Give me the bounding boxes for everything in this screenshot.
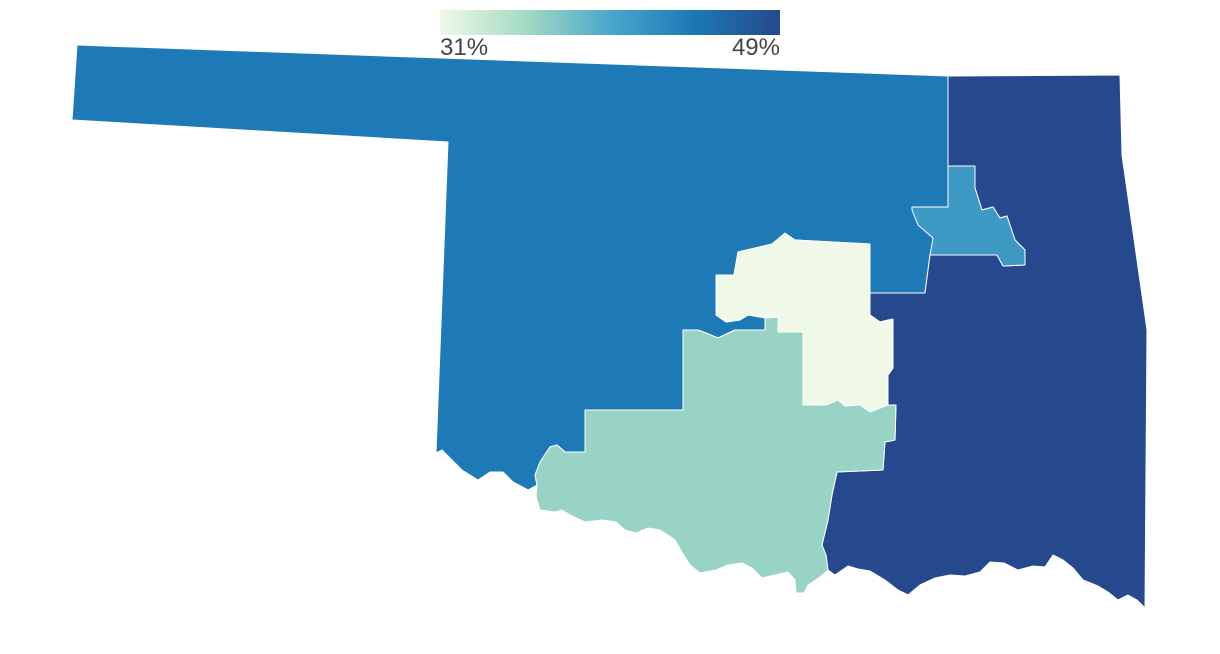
legend-gradient-rect — [440, 10, 780, 35]
legend-gradient-bar — [440, 10, 780, 35]
color-legend: 31% 49% — [440, 10, 780, 61]
district-1[interactable] — [911, 165, 1026, 267]
legend-min-label: 31% — [440, 34, 489, 61]
district-4-shape — [534, 316, 897, 594]
legend-max-label: 49% — [731, 34, 780, 61]
district-4[interactable] — [534, 316, 897, 594]
district-1-shape — [911, 165, 1026, 267]
